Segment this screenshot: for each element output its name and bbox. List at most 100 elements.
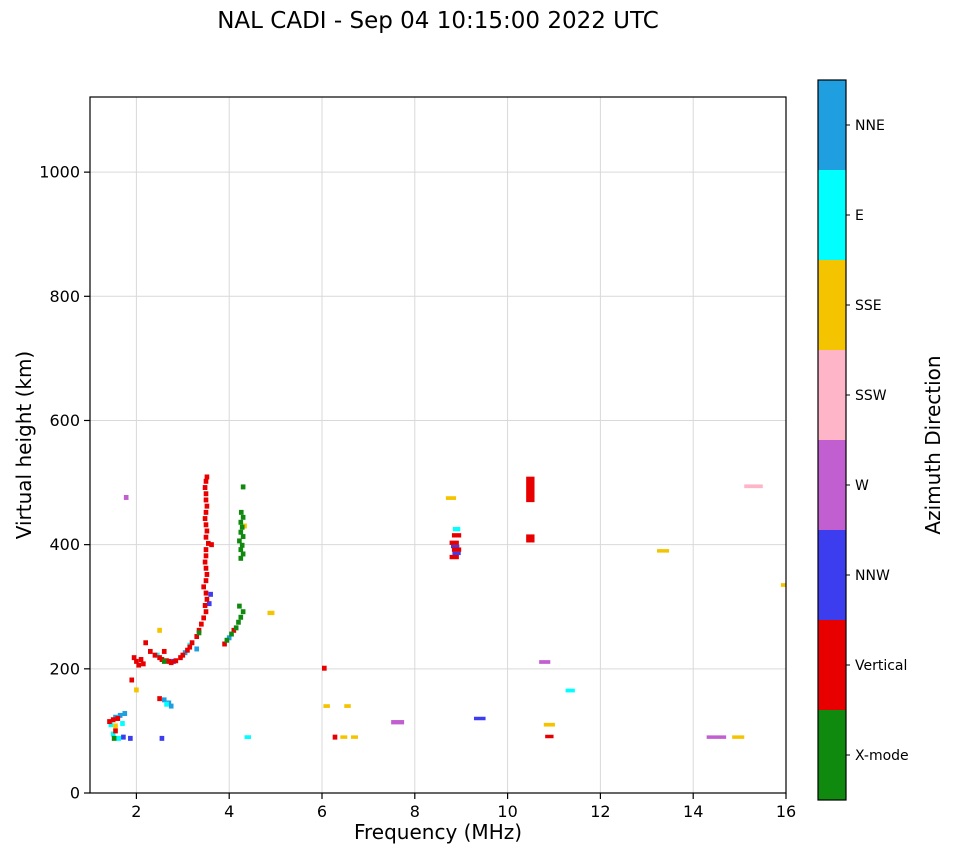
data-point xyxy=(113,728,118,734)
data-point xyxy=(744,484,763,489)
data-point xyxy=(543,722,555,727)
x-tick-label: 12 xyxy=(590,802,610,821)
data-point xyxy=(173,658,179,664)
data-point xyxy=(134,658,139,664)
data-point xyxy=(657,549,670,553)
data-point xyxy=(113,723,118,729)
data-point xyxy=(152,652,158,658)
x-tick-label: 6 xyxy=(317,802,327,821)
y-tick-label: 1000 xyxy=(39,163,80,182)
data-point xyxy=(203,522,209,528)
data-point xyxy=(332,734,338,740)
x-tick-label: 8 xyxy=(410,802,420,821)
data-point xyxy=(136,662,142,668)
data-point xyxy=(526,534,535,543)
data-point xyxy=(780,583,786,587)
y-tick-label: 800 xyxy=(49,287,80,306)
data-point xyxy=(340,735,348,739)
data-point xyxy=(115,716,121,721)
data-point xyxy=(204,503,210,509)
data-point xyxy=(323,704,330,708)
data-point xyxy=(565,688,575,693)
colorbar-segment xyxy=(818,440,846,531)
data-point xyxy=(237,603,242,609)
data-point xyxy=(452,526,461,532)
data-point xyxy=(116,735,122,741)
colorbar-segment xyxy=(818,350,846,441)
data-point xyxy=(168,660,174,666)
data-point xyxy=(450,544,460,549)
data-point xyxy=(128,735,133,741)
x-tick-label: 2 xyxy=(131,802,141,821)
data-point xyxy=(203,590,209,596)
data-point xyxy=(344,704,351,708)
data-point xyxy=(117,712,123,718)
data-point xyxy=(203,547,209,553)
data-point xyxy=(244,735,252,739)
data-point xyxy=(206,601,212,607)
data-point xyxy=(238,547,244,553)
data-point xyxy=(240,514,246,520)
data-point xyxy=(203,478,209,484)
x-tick-label: 16 xyxy=(776,802,796,821)
data-point xyxy=(452,551,461,556)
data-point xyxy=(180,652,186,658)
plot-border xyxy=(89,96,787,794)
data-point xyxy=(196,630,202,636)
data-point xyxy=(203,491,209,497)
data-point xyxy=(141,661,146,667)
colorbar-segment xyxy=(818,170,846,261)
data-point xyxy=(203,553,209,559)
data-point xyxy=(202,485,208,491)
colorbar-segment xyxy=(818,620,846,711)
data-point xyxy=(473,716,486,721)
data-point xyxy=(238,519,244,525)
data-point xyxy=(123,494,129,500)
x-tick-label: 10 xyxy=(497,802,517,821)
data-point xyxy=(233,625,239,631)
data-point xyxy=(238,509,244,515)
data-point xyxy=(161,658,167,664)
data-point xyxy=(391,720,405,725)
colorbar-segment xyxy=(818,260,846,351)
colorbar-label: W xyxy=(855,478,869,494)
data-point xyxy=(110,717,116,723)
data-point xyxy=(194,634,200,640)
data-point xyxy=(204,596,210,602)
colorbar-label: E xyxy=(855,208,864,224)
data-point xyxy=(202,559,208,565)
data-point xyxy=(545,734,554,739)
data-point xyxy=(201,615,206,621)
data-point xyxy=(185,647,190,653)
data-point xyxy=(110,731,116,737)
data-point xyxy=(208,591,213,597)
chart-title: NAL CADI - Sep 04 10:15:00 2022 UTC xyxy=(217,8,659,34)
data-point xyxy=(203,497,209,503)
data-point xyxy=(237,538,242,544)
data-point xyxy=(203,534,209,540)
data-point xyxy=(138,657,144,662)
colorbar-segment xyxy=(818,710,846,801)
data-point xyxy=(204,474,210,480)
data-point xyxy=(203,565,209,571)
colorbar-label: SSE xyxy=(855,298,882,314)
data-point xyxy=(168,703,174,709)
data-point xyxy=(238,614,244,620)
data-point xyxy=(108,722,114,728)
data-point xyxy=(148,648,153,654)
data-point xyxy=(204,528,210,534)
data-point xyxy=(351,735,358,739)
x-axis-label: Frequency (MHz) xyxy=(353,820,523,844)
data-point xyxy=(449,540,459,545)
data-point xyxy=(239,542,245,548)
data-point xyxy=(129,677,135,683)
data-point xyxy=(229,631,234,637)
y-tick-label: 0 xyxy=(70,784,80,803)
data-point xyxy=(164,701,169,707)
colorbar-label: SSW xyxy=(855,388,887,404)
data-point xyxy=(134,687,139,693)
data-point xyxy=(322,665,327,671)
data-point xyxy=(202,603,208,608)
data-point xyxy=(107,719,112,725)
